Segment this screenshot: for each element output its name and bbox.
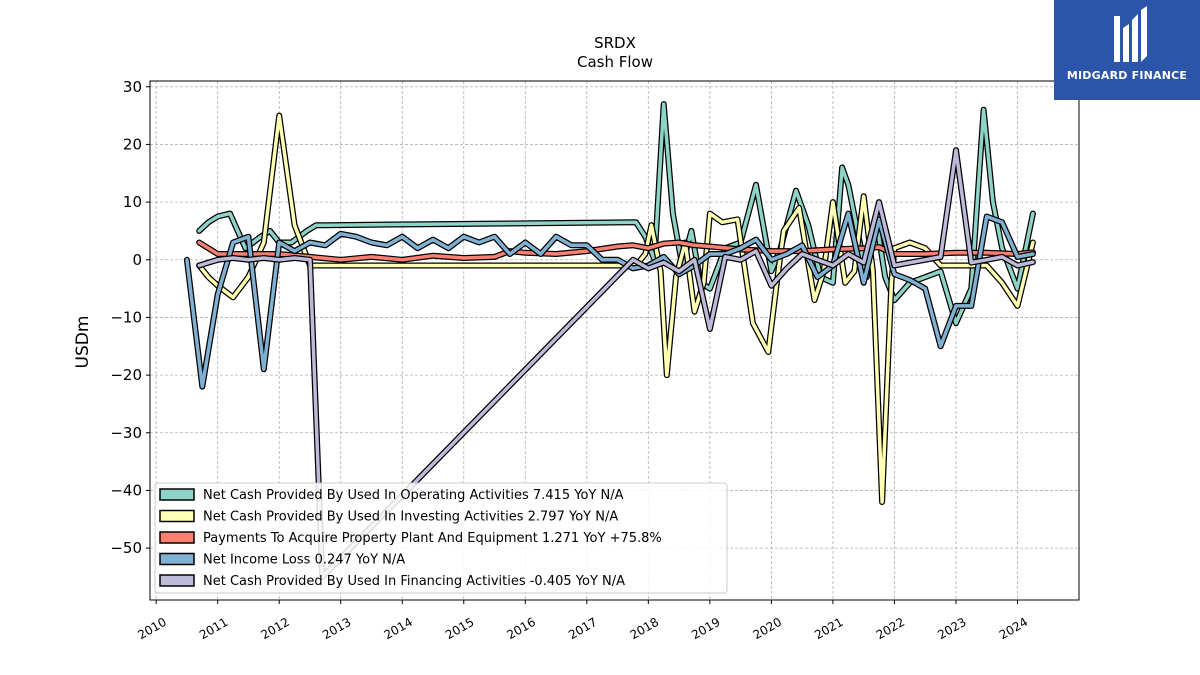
legend-swatch-3 — [159, 552, 195, 566]
y-tick-label: −40 — [110, 481, 142, 499]
y-tick-label: −20 — [110, 366, 142, 384]
x-tick-label: 2010 — [135, 615, 168, 642]
plot-frame — [149, 80, 1080, 601]
x-tick-label: 2015 — [443, 615, 476, 642]
legend-swatch-0 — [159, 488, 195, 501]
series-outline-0 — [196, 101, 1036, 327]
y-tick-label: −10 — [110, 308, 142, 326]
chart-subtitle: Cash Flow — [577, 53, 653, 71]
logo-text: MIDGARD FINANCE — [1066, 69, 1188, 82]
x-tick-label: 2019 — [689, 615, 722, 642]
brand-logo: MIDGARD FINANCE — [1054, 0, 1200, 100]
legend-box — [154, 482, 728, 594]
x-tick-label: 2011 — [197, 615, 230, 642]
x-tick-label: 2022 — [874, 615, 907, 642]
x-tick-label: 2020 — [751, 615, 784, 642]
legend-label-4: Net Cash Provided By Used In Financing A… — [203, 574, 625, 589]
legend-label-2: Payments To Acquire Property Plant And E… — [203, 531, 662, 546]
x-tick-label: 2012 — [258, 615, 291, 642]
chart-title: SRDX — [594, 34, 636, 52]
series-line-0 — [197, 102, 1035, 325]
series-line-4 — [197, 148, 1035, 579]
series-outline-1 — [196, 112, 1036, 505]
midgard-logo-icon — [1114, 6, 1147, 62]
series-layer — [183, 101, 1036, 580]
x-tick-label: 2014 — [382, 615, 415, 642]
legend-label-3: Net Income Loss 0.247 YoY N/A — [203, 553, 405, 568]
y-tick-label: 0 — [132, 251, 142, 269]
x-tick-label: 2018 — [628, 615, 661, 642]
series-line-1 — [197, 113, 1035, 504]
y-axis: 30 20 10 0 −10 −20 −30 −40 −50 — [110, 78, 150, 557]
y-tick-label: 20 — [123, 135, 142, 153]
x-tick-label: 2017 — [566, 615, 599, 642]
x-axis: 2010 2011 2012 2013 2014 2015 2016 2017 2018 2019… — [135, 600, 1030, 642]
y-tick-label: −50 — [110, 539, 142, 557]
x-tick-label: 2013 — [320, 615, 353, 642]
legend-label-1: Net Cash Provided By Used In Investing A… — [203, 510, 618, 525]
x-tick-label: 2024 — [997, 615, 1030, 642]
y-tick-label: −30 — [110, 424, 142, 442]
legend-label-0: Net Cash Provided By Used In Operating A… — [203, 488, 624, 503]
legend: Net Cash Provided By Used In Operating A… — [154, 482, 728, 594]
y-tick-label: 30 — [123, 78, 142, 96]
y-axis-label: USDm — [73, 316, 93, 369]
legend-swatch-1 — [159, 509, 195, 523]
x-tick-label: 2023 — [935, 615, 968, 642]
legend-swatch-2 — [159, 531, 195, 544]
y-tick-label: 10 — [123, 193, 142, 211]
x-tick-label: 2016 — [505, 615, 538, 642]
x-tick-label: 2021 — [812, 615, 845, 642]
legend-swatch-4 — [159, 574, 195, 587]
